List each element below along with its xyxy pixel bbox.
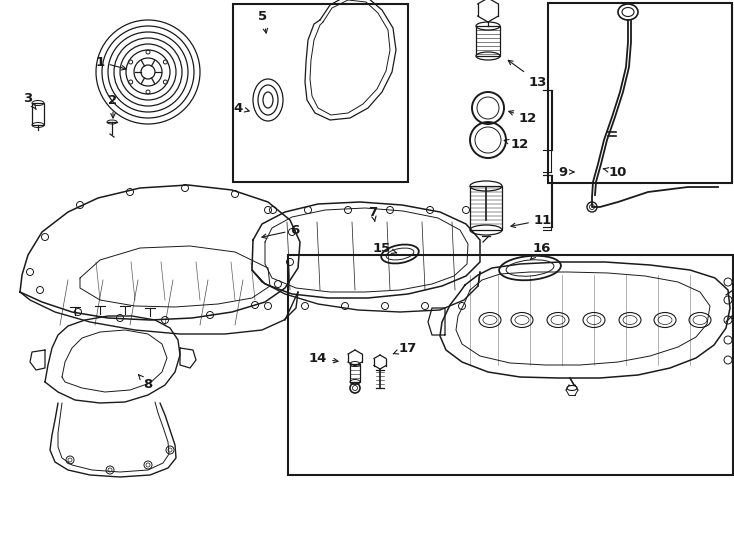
Text: 6: 6 [262, 224, 299, 238]
Text: 2: 2 [109, 93, 117, 118]
Text: 17: 17 [393, 341, 417, 354]
Bar [548, 3, 732, 183]
Text: 15: 15 [373, 241, 396, 254]
Text: 1: 1 [95, 56, 126, 70]
Text: 12: 12 [509, 111, 537, 125]
Text: 5: 5 [258, 10, 268, 33]
Text: 9: 9 [559, 165, 574, 179]
Text: 4: 4 [233, 102, 249, 114]
Bar [350, 364, 360, 382]
Text: 16: 16 [531, 241, 551, 259]
Text: 7: 7 [368, 206, 377, 221]
Bar [470, 186, 502, 230]
Text: 14: 14 [309, 352, 338, 365]
Text: 13: 13 [508, 60, 547, 89]
Text: 12: 12 [504, 138, 529, 152]
Bar [288, 255, 733, 475]
Text: 8: 8 [139, 375, 153, 392]
Text: 11: 11 [511, 213, 552, 227]
Text: 3: 3 [23, 91, 36, 110]
Bar [233, 4, 408, 182]
Bar [476, 26, 500, 56]
Text: 10: 10 [603, 165, 627, 179]
Bar [32, 103, 44, 125]
